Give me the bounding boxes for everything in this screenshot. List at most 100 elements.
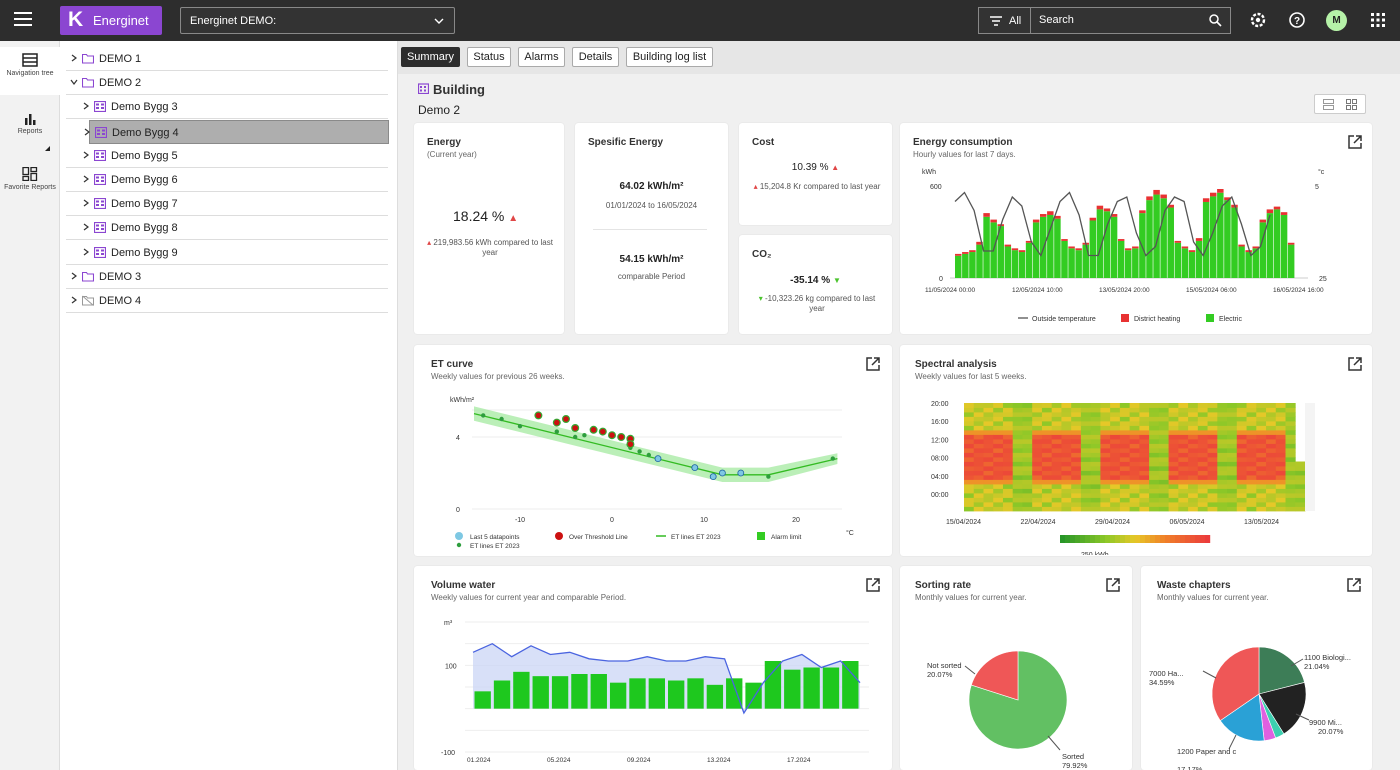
expand-icon[interactable] — [1348, 357, 1362, 371]
rail-favorite-reports[interactable]: Favorite Reports — [0, 167, 60, 207]
heatmap-cell — [983, 475, 994, 480]
tab-summary[interactable]: Summary — [401, 47, 460, 67]
chevron-right-icon[interactable] — [83, 128, 91, 136]
heatmap-cell — [1236, 488, 1247, 494]
heatmap-cell — [1295, 470, 1306, 476]
filter-button[interactable]: All — [978, 7, 1031, 34]
chevron-right-icon[interactable] — [82, 248, 90, 256]
heatmap-cell — [1227, 484, 1238, 489]
building-icon — [94, 149, 106, 161]
tree-item[interactable]: Demo Bygg 5 — [66, 144, 388, 168]
electric-bar — [976, 244, 983, 278]
chevron-right-icon[interactable] — [82, 199, 90, 207]
heatmap-cell — [1100, 506, 1111, 512]
search-input[interactable] — [1039, 14, 1199, 26]
pie-label-pct: 20.07% — [927, 670, 953, 679]
down-arrow-icon: ▾ — [758, 294, 765, 303]
tree-item[interactable]: Demo Bygg 8 — [66, 216, 388, 241]
heatmap-cell — [1295, 497, 1306, 503]
tree-item[interactable]: DEMO 2 — [66, 71, 388, 96]
tab-details[interactable]: Details — [572, 47, 619, 67]
chevron-right-icon[interactable] — [70, 296, 78, 304]
chevron-right-icon[interactable] — [70, 272, 78, 280]
expand-icon[interactable] — [866, 578, 880, 592]
gear-icon[interactable] — [1248, 10, 1268, 30]
heatmap-cell — [1090, 493, 1101, 498]
chevron-right-icon[interactable] — [82, 175, 90, 183]
expand-icon[interactable] — [1348, 135, 1362, 149]
heatmap-cell — [993, 425, 1004, 431]
heatmap-cell — [1100, 412, 1111, 417]
district-heating-bar — [1210, 192, 1217, 197]
color-scale-segment — [1175, 535, 1181, 543]
color-scale-segment — [1110, 535, 1116, 543]
heatmap-cell — [1178, 493, 1189, 498]
electric-bar — [1231, 207, 1238, 278]
rail-navigation-tree[interactable]: Navigation tree — [0, 47, 60, 95]
heatmap-cell — [1061, 497, 1072, 503]
heatmap-cell — [1275, 403, 1286, 408]
tree-item[interactable]: Demo Bygg 3 — [66, 95, 388, 120]
heatmap-cell — [1129, 443, 1140, 449]
heatmap-cell — [993, 479, 1004, 485]
tab-alarms[interactable]: Alarms — [518, 47, 565, 67]
heatmap-cell — [1149, 403, 1160, 408]
et-curve-card: ET curve Weekly values for previous 26 w… — [414, 345, 892, 556]
chevron-right-icon[interactable] — [70, 54, 78, 62]
apps-grid-icon[interactable] — [1368, 10, 1388, 30]
organization-select[interactable]: Energinet DEMO: — [180, 7, 455, 34]
tree-item[interactable]: DEMO 4 — [66, 289, 388, 313]
heatmap-cell — [993, 506, 1004, 512]
tree-item[interactable]: Demo Bygg 9 — [66, 241, 388, 265]
heatmap-cell — [1110, 452, 1121, 458]
search-icon[interactable] — [1209, 14, 1222, 27]
heatmap-cell — [1266, 479, 1277, 485]
heatmap-cell — [1188, 466, 1199, 471]
energy-card: Energy (Current year) 18.24 % ▲ ▴ 219,98… — [414, 123, 564, 334]
help-icon[interactable]: ? — [1287, 10, 1307, 30]
heatmap-cell — [1032, 448, 1043, 453]
tree-item[interactable]: Demo Bygg 6 — [66, 168, 388, 192]
chevron-right-icon[interactable] — [82, 151, 90, 159]
heatmap-cell — [1246, 416, 1257, 422]
heatmap-cell — [1119, 502, 1131, 507]
heatmap-cell — [1051, 457, 1062, 462]
tree-item[interactable]: DEMO 1 — [66, 47, 388, 71]
heatmap-cell — [1051, 443, 1062, 449]
expand-icon[interactable] — [1106, 578, 1120, 592]
legend-label: Over Threshold Line — [569, 534, 628, 541]
avatar[interactable]: M — [1326, 10, 1347, 31]
rail-reports[interactable]: Reports — [0, 111, 60, 151]
expand-icon[interactable] — [866, 357, 880, 371]
heatmap-cell — [1002, 461, 1014, 467]
volume-bar-2024 — [745, 682, 762, 709]
view-toggle[interactable] — [1314, 94, 1366, 114]
menu-icon[interactable] — [14, 12, 32, 28]
heatmap-cell — [983, 470, 994, 476]
tree-item[interactable]: Demo Bygg 4 — [84, 119, 389, 144]
heatmap-cell — [1188, 479, 1199, 485]
tree-item[interactable]: DEMO 3 — [66, 265, 388, 289]
summary-content: Building Demo 2 Energy (Current year) 18… — [398, 74, 1400, 770]
single-column-icon[interactable] — [1323, 99, 1334, 110]
tab-status[interactable]: Status — [467, 47, 511, 67]
chevron-down-icon[interactable] — [70, 78, 78, 86]
color-scale-segment — [1130, 535, 1136, 543]
search-box[interactable] — [1031, 7, 1231, 34]
chevron-right-icon[interactable] — [82, 223, 90, 231]
chevron-right-icon[interactable] — [82, 102, 90, 110]
card-title: Waste chapters — [1157, 580, 1231, 591]
heatmap-cell — [993, 421, 1004, 426]
tab-building-log-list[interactable]: Building log list — [626, 47, 713, 67]
heatmap-cell — [993, 403, 1004, 408]
heatmap-cell — [973, 470, 984, 476]
expand-icon[interactable] — [1347, 578, 1361, 592]
label-leader — [1290, 658, 1304, 667]
tree-item[interactable]: Demo Bygg 7 — [66, 192, 388, 217]
heatmap-cell — [1188, 416, 1199, 422]
heatmap-cell — [1217, 421, 1228, 426]
app-logo[interactable]: K Energinet — [60, 6, 162, 35]
heatmap-cell — [1022, 434, 1033, 440]
heatmap-cell — [993, 488, 1004, 494]
grid-view-icon[interactable] — [1346, 99, 1357, 110]
